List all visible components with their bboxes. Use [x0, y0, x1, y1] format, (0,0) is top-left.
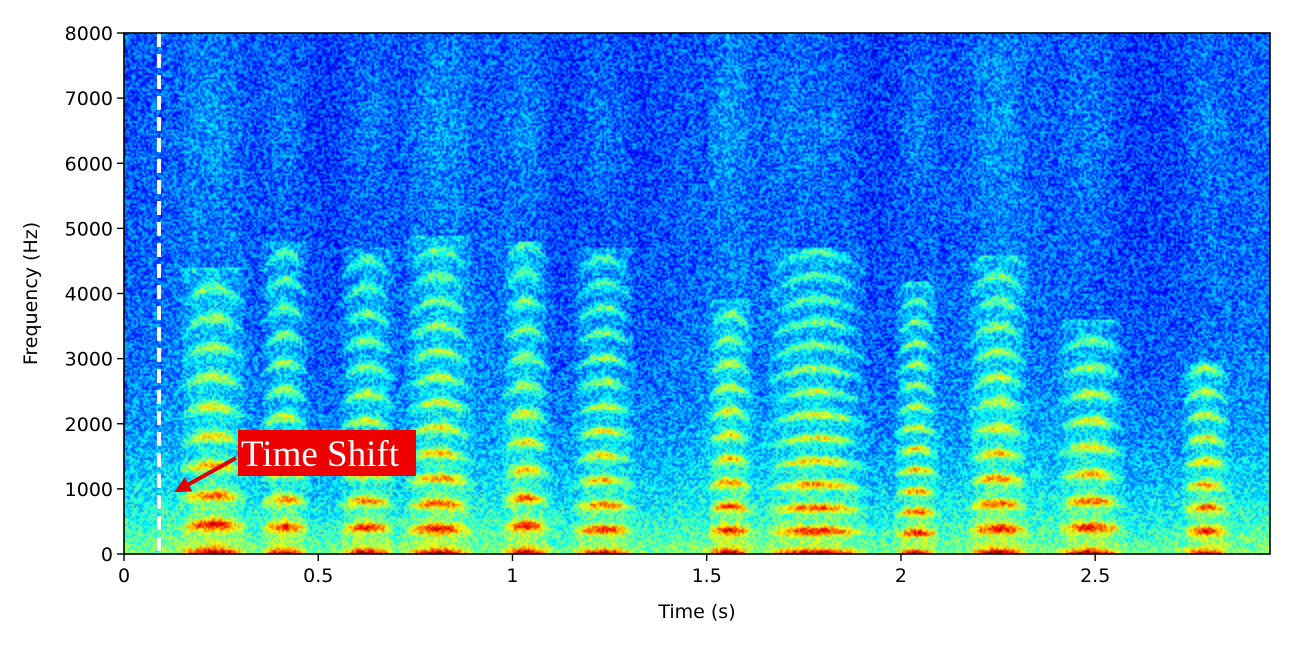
time-shift-arrowhead: [174, 477, 193, 493]
x-tick-label: 0.5: [303, 565, 333, 587]
y-tick-label: 6000: [65, 153, 113, 175]
y-tick-label: 7000: [65, 88, 113, 110]
x-axis-title: Time (s): [657, 601, 735, 623]
x-tick-label: 1: [506, 565, 518, 587]
time-shift-label: Time Shift: [241, 434, 400, 475]
annotation-layer: Time Shift: [174, 430, 416, 493]
y-tick-label: 5000: [65, 218, 113, 240]
y-tick-label: 4000: [65, 284, 113, 306]
x-tick-label: 2.5: [1080, 565, 1110, 587]
y-tick-label: 0: [101, 544, 113, 566]
x-tick-label: 0: [118, 565, 130, 587]
time-shift-label-box: [238, 430, 416, 476]
y-tick-label: 2000: [65, 414, 113, 436]
y-axis: 0 1000 2000 3000 4000 5000 6000 7000 8000: [65, 23, 124, 566]
y-tick-label: 1000: [65, 479, 113, 501]
x-tick-label: 2: [895, 565, 907, 587]
x-axis: 0 0.5 1 1.5 2 2.5: [118, 554, 1110, 587]
x-tick-label: 1.5: [692, 565, 722, 587]
y-tick-label: 3000: [65, 349, 113, 371]
y-axis-title: Frequency (Hz): [20, 222, 42, 365]
y-tick-label: 8000: [65, 23, 113, 45]
time-shift-arrow: [187, 456, 237, 487]
